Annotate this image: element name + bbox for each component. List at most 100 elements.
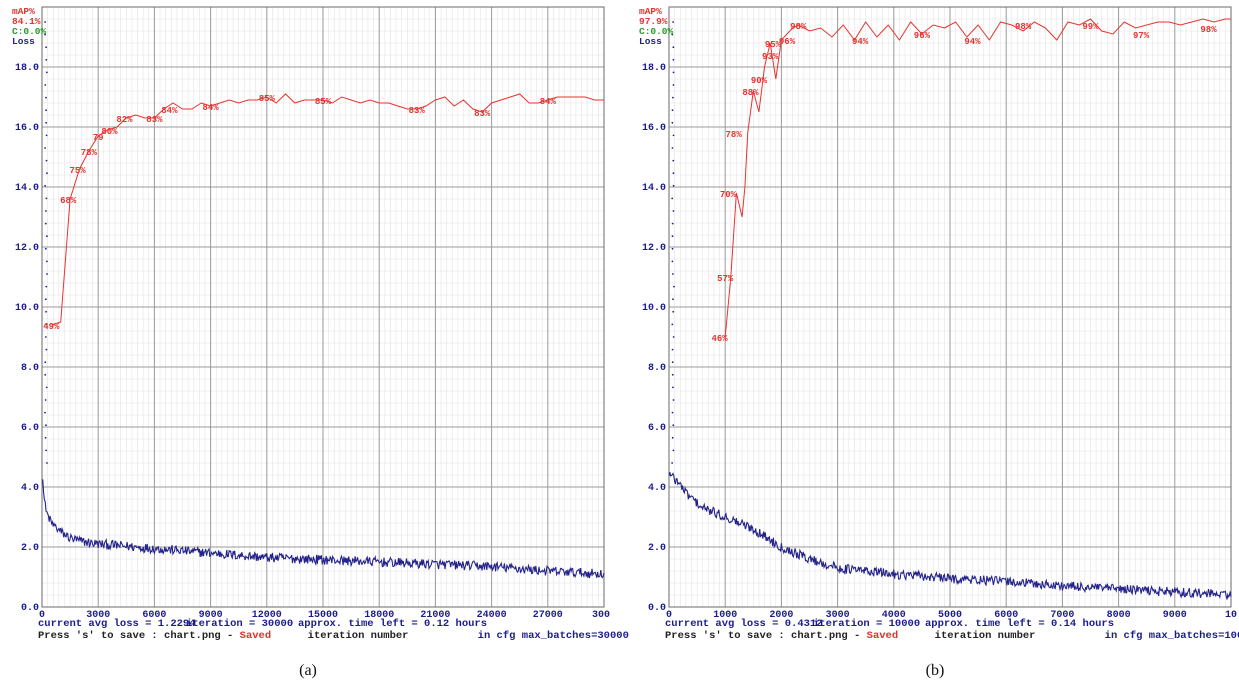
map-data-label: 90%: [751, 76, 768, 86]
panel-label-b: (b): [925, 662, 945, 679]
x-tick-label: 9000: [1163, 610, 1187, 621]
loss-point: [671, 96, 674, 99]
footer-press-save: Press 's' to save : chart.png -: [38, 630, 234, 642]
footer-press-save: Press 's' to save : chart.png -: [665, 630, 861, 642]
map-data-label: 88%: [742, 88, 759, 98]
footer-saved: Saved: [866, 630, 899, 642]
y-tick-label: 0.0: [648, 603, 666, 614]
map-data-label: 96%: [779, 37, 796, 47]
loss-point: [46, 273, 48, 275]
footer-time-left: approx. time left = 0.14 hours: [925, 618, 1115, 630]
loss-point: [44, 399, 47, 401]
footer-line-1: current avg loss = 0.4312iteration = 100…: [665, 618, 1114, 630]
loss-point: [45, 348, 48, 351]
footer-x-axis-label: iteration number: [934, 630, 1036, 642]
x-tick-label: 24000: [477, 610, 507, 621]
loss-point: [672, 71, 675, 74]
loss-point: [44, 436, 47, 439]
loss-point: [45, 197, 48, 200]
x-tick-label: 18000: [364, 610, 394, 621]
loss-point: [672, 84, 675, 86]
legend-loss: Loss: [639, 36, 662, 47]
loss-point: [45, 424, 47, 427]
map-data-label: 85%: [315, 97, 332, 107]
legend-map-title: mAP%: [639, 6, 662, 17]
map-data-label: 79: [93, 133, 104, 143]
loss-point: [44, 222, 47, 225]
map-data-label: 85%: [259, 94, 276, 104]
y-tick-label: 14.0: [642, 183, 666, 194]
loss-point: [45, 96, 47, 99]
x-tick-label: 15000: [308, 610, 338, 621]
y-tick-label: 0.0: [21, 603, 39, 614]
loss-point: [671, 247, 674, 250]
loss-point: [671, 222, 674, 225]
map-data-label: 46%: [711, 334, 728, 344]
map-data-label: 83%: [474, 109, 491, 119]
loss-point: [45, 310, 47, 313]
plot-frame: [668, 6, 1232, 608]
x-tick-label: 6000: [142, 610, 166, 621]
loss-point: [45, 71, 48, 74]
y-tick-label: 2.0: [21, 543, 39, 554]
map-data-label: 94%: [852, 37, 869, 47]
loss-point: [672, 46, 675, 49]
loss-point: [672, 134, 675, 137]
y-tick-label: 6.0: [21, 423, 39, 434]
map-data-label: 82%: [116, 115, 133, 125]
loss-point: [45, 46, 47, 49]
x-tick-label: 27000: [533, 610, 563, 621]
y-tick-label: 2.0: [648, 543, 666, 554]
footer-x-axis-label: iteration number: [307, 630, 409, 642]
loss-point: [672, 184, 675, 187]
map-data-label: 93%: [762, 52, 779, 62]
panel-label-a: (a): [299, 662, 317, 679]
loss-point: [671, 260, 674, 263]
y-tick-label: 10.0: [15, 303, 39, 314]
map-data-label: 98%: [1015, 22, 1032, 32]
map-data-label: 83%: [409, 106, 426, 116]
y-tick-label: 4.0: [21, 483, 39, 494]
map-data-label: 84%: [202, 103, 219, 113]
x-tick-label: 0: [666, 610, 672, 621]
loss-point: [44, 147, 46, 149]
loss-point: [672, 159, 675, 162]
x-tick-label: 2000: [769, 610, 793, 621]
chart-b-svg: 0.0 2.0 4.0 6.0 8.0 10.0 12.0 14.0 16.0 18.0 0 1000…: [639, 6, 1237, 621]
map-series-line: [724, 18, 1231, 338]
map-data-label: 84%: [161, 106, 178, 116]
loss-point: [45, 449, 48, 452]
map-data-label: 78%: [81, 148, 98, 158]
loss-point: [671, 411, 674, 414]
loss-point: [44, 361, 47, 364]
loss-point: [45, 134, 48, 137]
map-data-label: 83%: [146, 115, 163, 125]
x-tick-label: 4000: [882, 610, 906, 621]
loss-point: [671, 235, 674, 238]
map-data-label: 95%: [765, 40, 782, 50]
x-tick-label: 7000: [1050, 610, 1074, 621]
legend-map-value: 84.1%: [12, 16, 41, 27]
loss-series-line: [41, 479, 605, 579]
loss-point: [672, 386, 674, 389]
y-tick-label: 8.0: [21, 363, 39, 374]
y-tick-label: 10.0: [642, 303, 666, 314]
loss-point: [44, 21, 46, 23]
loss-point: [672, 399, 675, 401]
x-tick-label: 300: [592, 610, 610, 621]
loss-point: [44, 373, 47, 376]
loss-point: [44, 33, 46, 36]
map-data-label: 99%: [1082, 22, 1099, 32]
map-data-label: 96%: [914, 31, 931, 41]
x-tick-label: 6000: [994, 610, 1018, 621]
loss-point: [672, 298, 674, 301]
footer-iteration: iteration = 30000: [186, 618, 294, 630]
loss-point: [671, 436, 674, 439]
x-tick-label: 12000: [252, 610, 282, 621]
x-tick-label: 8000: [1107, 610, 1131, 621]
footer-line-1: current avg loss = 1.2294iteration = 300…: [38, 618, 487, 630]
y-tick-label: 16.0: [15, 123, 39, 134]
loss-point: [671, 109, 674, 112]
loss-point: [671, 462, 674, 464]
y-tick-label: 18.0: [15, 63, 39, 74]
